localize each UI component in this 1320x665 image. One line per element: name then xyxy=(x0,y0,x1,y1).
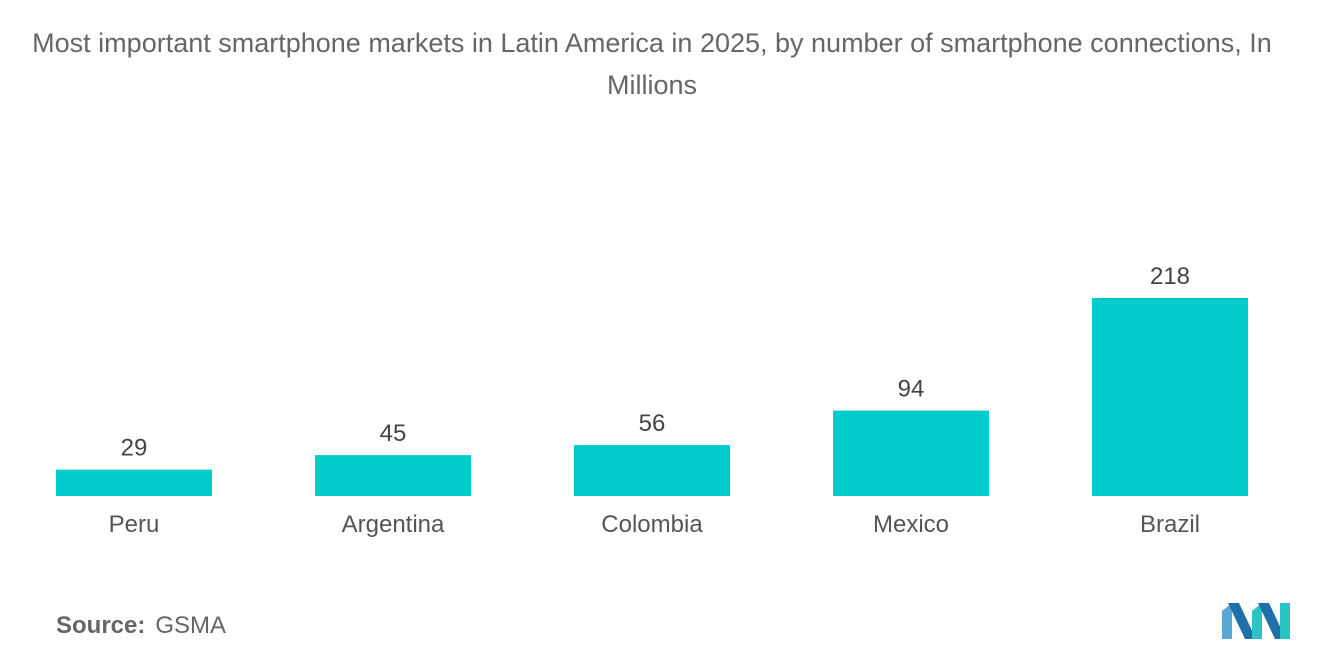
source-label: Source: xyxy=(56,612,146,639)
source-note: Source: GSMA xyxy=(56,612,226,640)
data-label-peru: 29 xyxy=(121,435,148,462)
chart-title: Most important smartphone markets in Lat… xyxy=(32,28,1272,100)
bar-argentina xyxy=(315,455,471,496)
category-label-colombia: Colombia xyxy=(601,511,703,538)
category-label-mexico: Mexico xyxy=(873,511,949,538)
bar-mexico xyxy=(833,410,989,496)
data-label-brazil: 218 xyxy=(1150,263,1190,290)
category-label-peru: Peru xyxy=(109,511,160,538)
data-label-argentina: 45 xyxy=(380,420,407,447)
bar-brazil xyxy=(1092,298,1248,496)
data-label-mexico: 94 xyxy=(898,376,925,403)
bar-peru xyxy=(56,469,212,496)
bar-colombia xyxy=(574,445,730,496)
source-value: GSMA xyxy=(155,612,227,639)
category-label-brazil: Brazil xyxy=(1140,511,1200,538)
category-label-argentina: Argentina xyxy=(342,511,445,538)
mordor-intelligence-logo-icon xyxy=(1222,603,1290,639)
data-label-colombia: 56 xyxy=(639,410,666,437)
